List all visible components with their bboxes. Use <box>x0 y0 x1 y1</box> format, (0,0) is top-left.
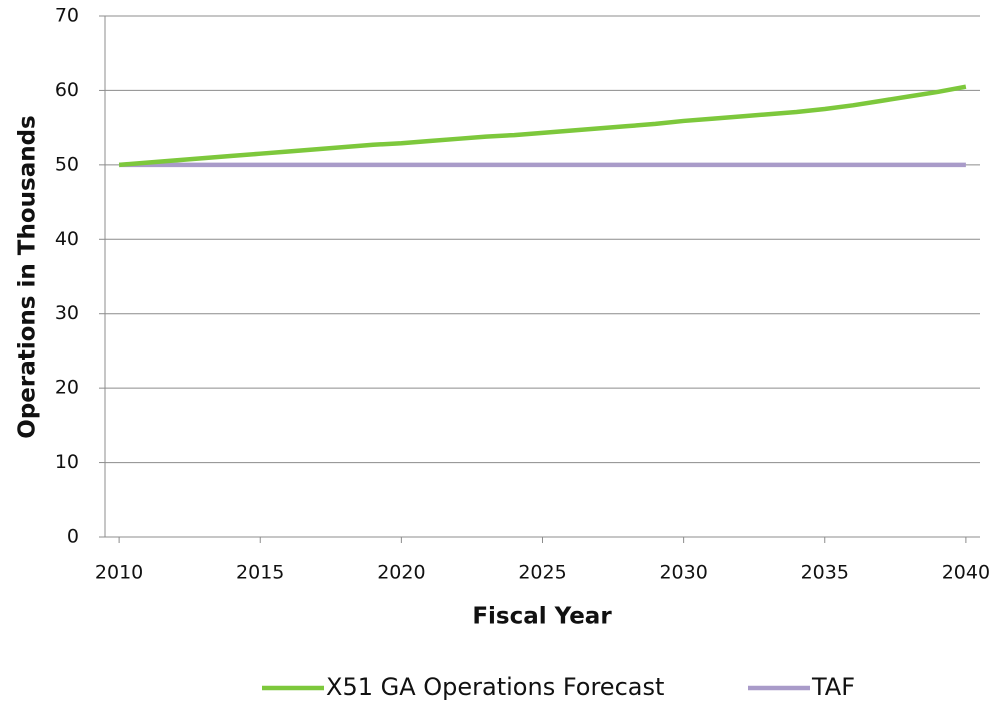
legend-label: X51 GA Operations Forecast <box>326 673 664 701</box>
series-line <box>118 84 967 168</box>
x-tick-label: 2040 <box>942 562 990 584</box>
x-tick-label: 2020 <box>377 562 425 584</box>
x-tick-label: 2030 <box>659 562 707 584</box>
y-tick-label: 30 <box>55 302 79 324</box>
y-tick-label: 70 <box>55 5 79 27</box>
x-tick-label: 2025 <box>518 562 566 584</box>
y-tick-label: 60 <box>55 79 79 101</box>
x-tick-label: 2010 <box>95 562 143 584</box>
y-tick-label: 0 <box>67 526 79 548</box>
y-tick-label: 40 <box>55 228 79 250</box>
x-axis-title: Fiscal Year <box>472 604 612 630</box>
y-axis-title: Operations in Thousands <box>15 115 41 438</box>
y-tick-label: 20 <box>55 377 79 399</box>
y-tick-label: 10 <box>55 451 79 473</box>
y-tick-label: 50 <box>55 153 79 175</box>
x-tick-label: 2035 <box>801 562 849 584</box>
legend-label: TAF <box>811 673 855 701</box>
x-tick-label: 2015 <box>236 562 284 584</box>
